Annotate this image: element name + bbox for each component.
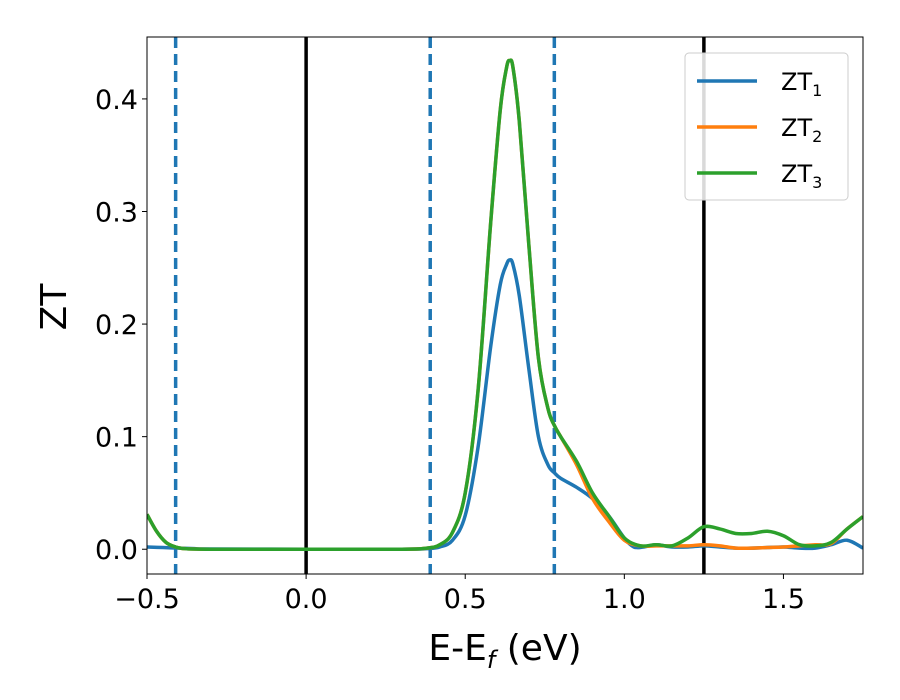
x-tick-label-4: 1.5 bbox=[762, 584, 805, 615]
x-tick-label-2: 0.5 bbox=[444, 584, 487, 615]
series-line-zt1 bbox=[147, 258, 863, 552]
x-axis-label-unit: (eV) bbox=[495, 628, 581, 669]
y-tick-label-4: 0.4 bbox=[95, 85, 138, 116]
legend-label-zt3: ZT3 bbox=[781, 160, 822, 192]
y-tick-label-1: 0.1 bbox=[95, 423, 138, 454]
legend-label-zt2: ZT2 bbox=[781, 114, 822, 146]
series-lines bbox=[147, 58, 863, 552]
series-line-zt3 bbox=[147, 58, 863, 552]
x-tick-label-3: 1.0 bbox=[603, 584, 646, 615]
vertical-reference-lines bbox=[173, 37, 706, 574]
legend: ZT1 ZT2 ZT3 bbox=[684, 52, 849, 201]
y-axis-ticks: 0.0 0.1 0.2 0.3 0.4 bbox=[95, 85, 147, 566]
x-tick-label-0: −0.5 bbox=[114, 584, 180, 615]
legend-label-zt1: ZT1 bbox=[781, 68, 822, 100]
plot-frame bbox=[146, 36, 864, 575]
x-tick-label-1: 0.0 bbox=[285, 584, 328, 615]
legend-box bbox=[684, 52, 849, 201]
y-axis-label: ZT bbox=[34, 283, 75, 331]
y-tick-label-0: 0.0 bbox=[95, 535, 138, 566]
x-axis-ticks: −0.5 0.0 0.5 1.0 1.5 bbox=[114, 574, 805, 615]
x-axis-label: E-Ef (eV) bbox=[428, 628, 581, 674]
y-tick-label-2: 0.2 bbox=[95, 310, 138, 341]
y-tick-label-3: 0.3 bbox=[95, 197, 138, 228]
